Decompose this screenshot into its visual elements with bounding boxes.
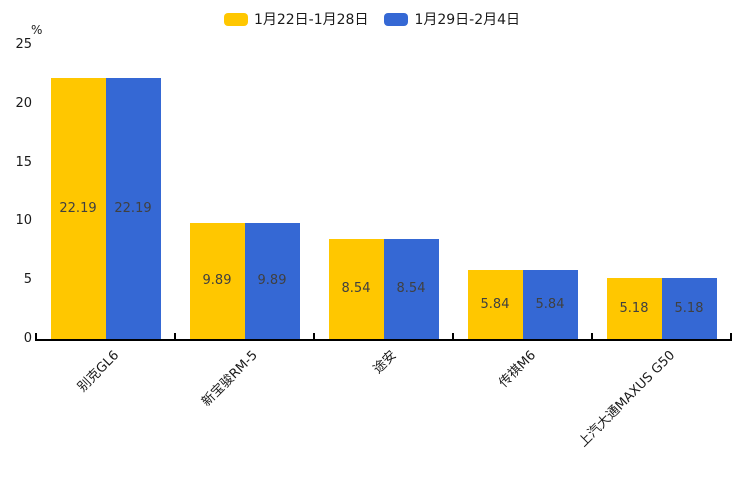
y-tick-label: 20 <box>15 95 32 111</box>
y-axis-unit-label: % <box>31 23 43 37</box>
y-tick-label: 10 <box>15 213 32 229</box>
legend-label: 1月29日-2月4日 <box>414 12 521 28</box>
y-tick-label: 25 <box>15 37 32 52</box>
y-tick-label: 5 <box>23 272 32 288</box>
x-tick-label: 传祺M6 <box>496 348 540 391</box>
legend-item-week2: 1月29日-2月4日 <box>384 9 520 29</box>
x-tick-label: 别克GL6 <box>75 348 123 396</box>
x-tick-label: 途安 <box>371 348 401 378</box>
bar-series0-cat2 <box>328 238 384 339</box>
bar-value-label: 8.54 <box>396 280 426 296</box>
bar-series1-cat3 <box>522 270 578 339</box>
legend-item-week1: 1月22日-1月28日 <box>223 9 369 29</box>
bar-value-label: 22.19 <box>59 200 97 216</box>
bar-value-label: 5.18 <box>619 300 649 316</box>
x-axis-tick <box>591 333 593 339</box>
legend-swatch <box>384 12 409 26</box>
bar-value-label: 8.54 <box>341 280 371 296</box>
bar-value-label: 5.18 <box>674 300 704 316</box>
bar-series0-cat0 <box>50 78 106 339</box>
x-axis-tick <box>452 333 454 339</box>
bar-series1-cat0 <box>105 78 161 339</box>
legend-label: 1月22日-1月28日 <box>253 12 369 28</box>
bar-value-label: 9.89 <box>257 272 287 288</box>
x-axis-tick <box>313 333 315 339</box>
x-axis-tick <box>730 333 732 339</box>
legend: 1月22日-1月28日 1月29日-2月4日 <box>0 8 744 30</box>
bar-series1-cat2 <box>383 238 439 339</box>
bar-value-label: 5.84 <box>480 296 510 312</box>
x-axis-line <box>35 339 732 341</box>
bar-series0-cat3 <box>467 270 523 339</box>
x-tick-label: 上汽大通MAXUS G50 <box>575 348 679 451</box>
bar-value-label: 5.84 <box>535 296 565 312</box>
x-tick-label: 新宝骏RM-5 <box>199 348 262 410</box>
x-axis-tick <box>174 333 176 339</box>
x-axis-tick <box>35 333 37 339</box>
bar-series1-cat1 <box>244 222 300 339</box>
y-tick-label: 0 <box>23 331 32 346</box>
bar-series1-cat4 <box>661 278 717 339</box>
y-tick-label: 15 <box>15 154 32 170</box>
legend-swatch <box>223 12 248 26</box>
bar-value-label: 22.19 <box>114 200 152 216</box>
bar-series0-cat1 <box>189 222 245 339</box>
bar-series0-cat4 <box>606 278 662 339</box>
bar-value-label: 9.89 <box>202 272 232 288</box>
